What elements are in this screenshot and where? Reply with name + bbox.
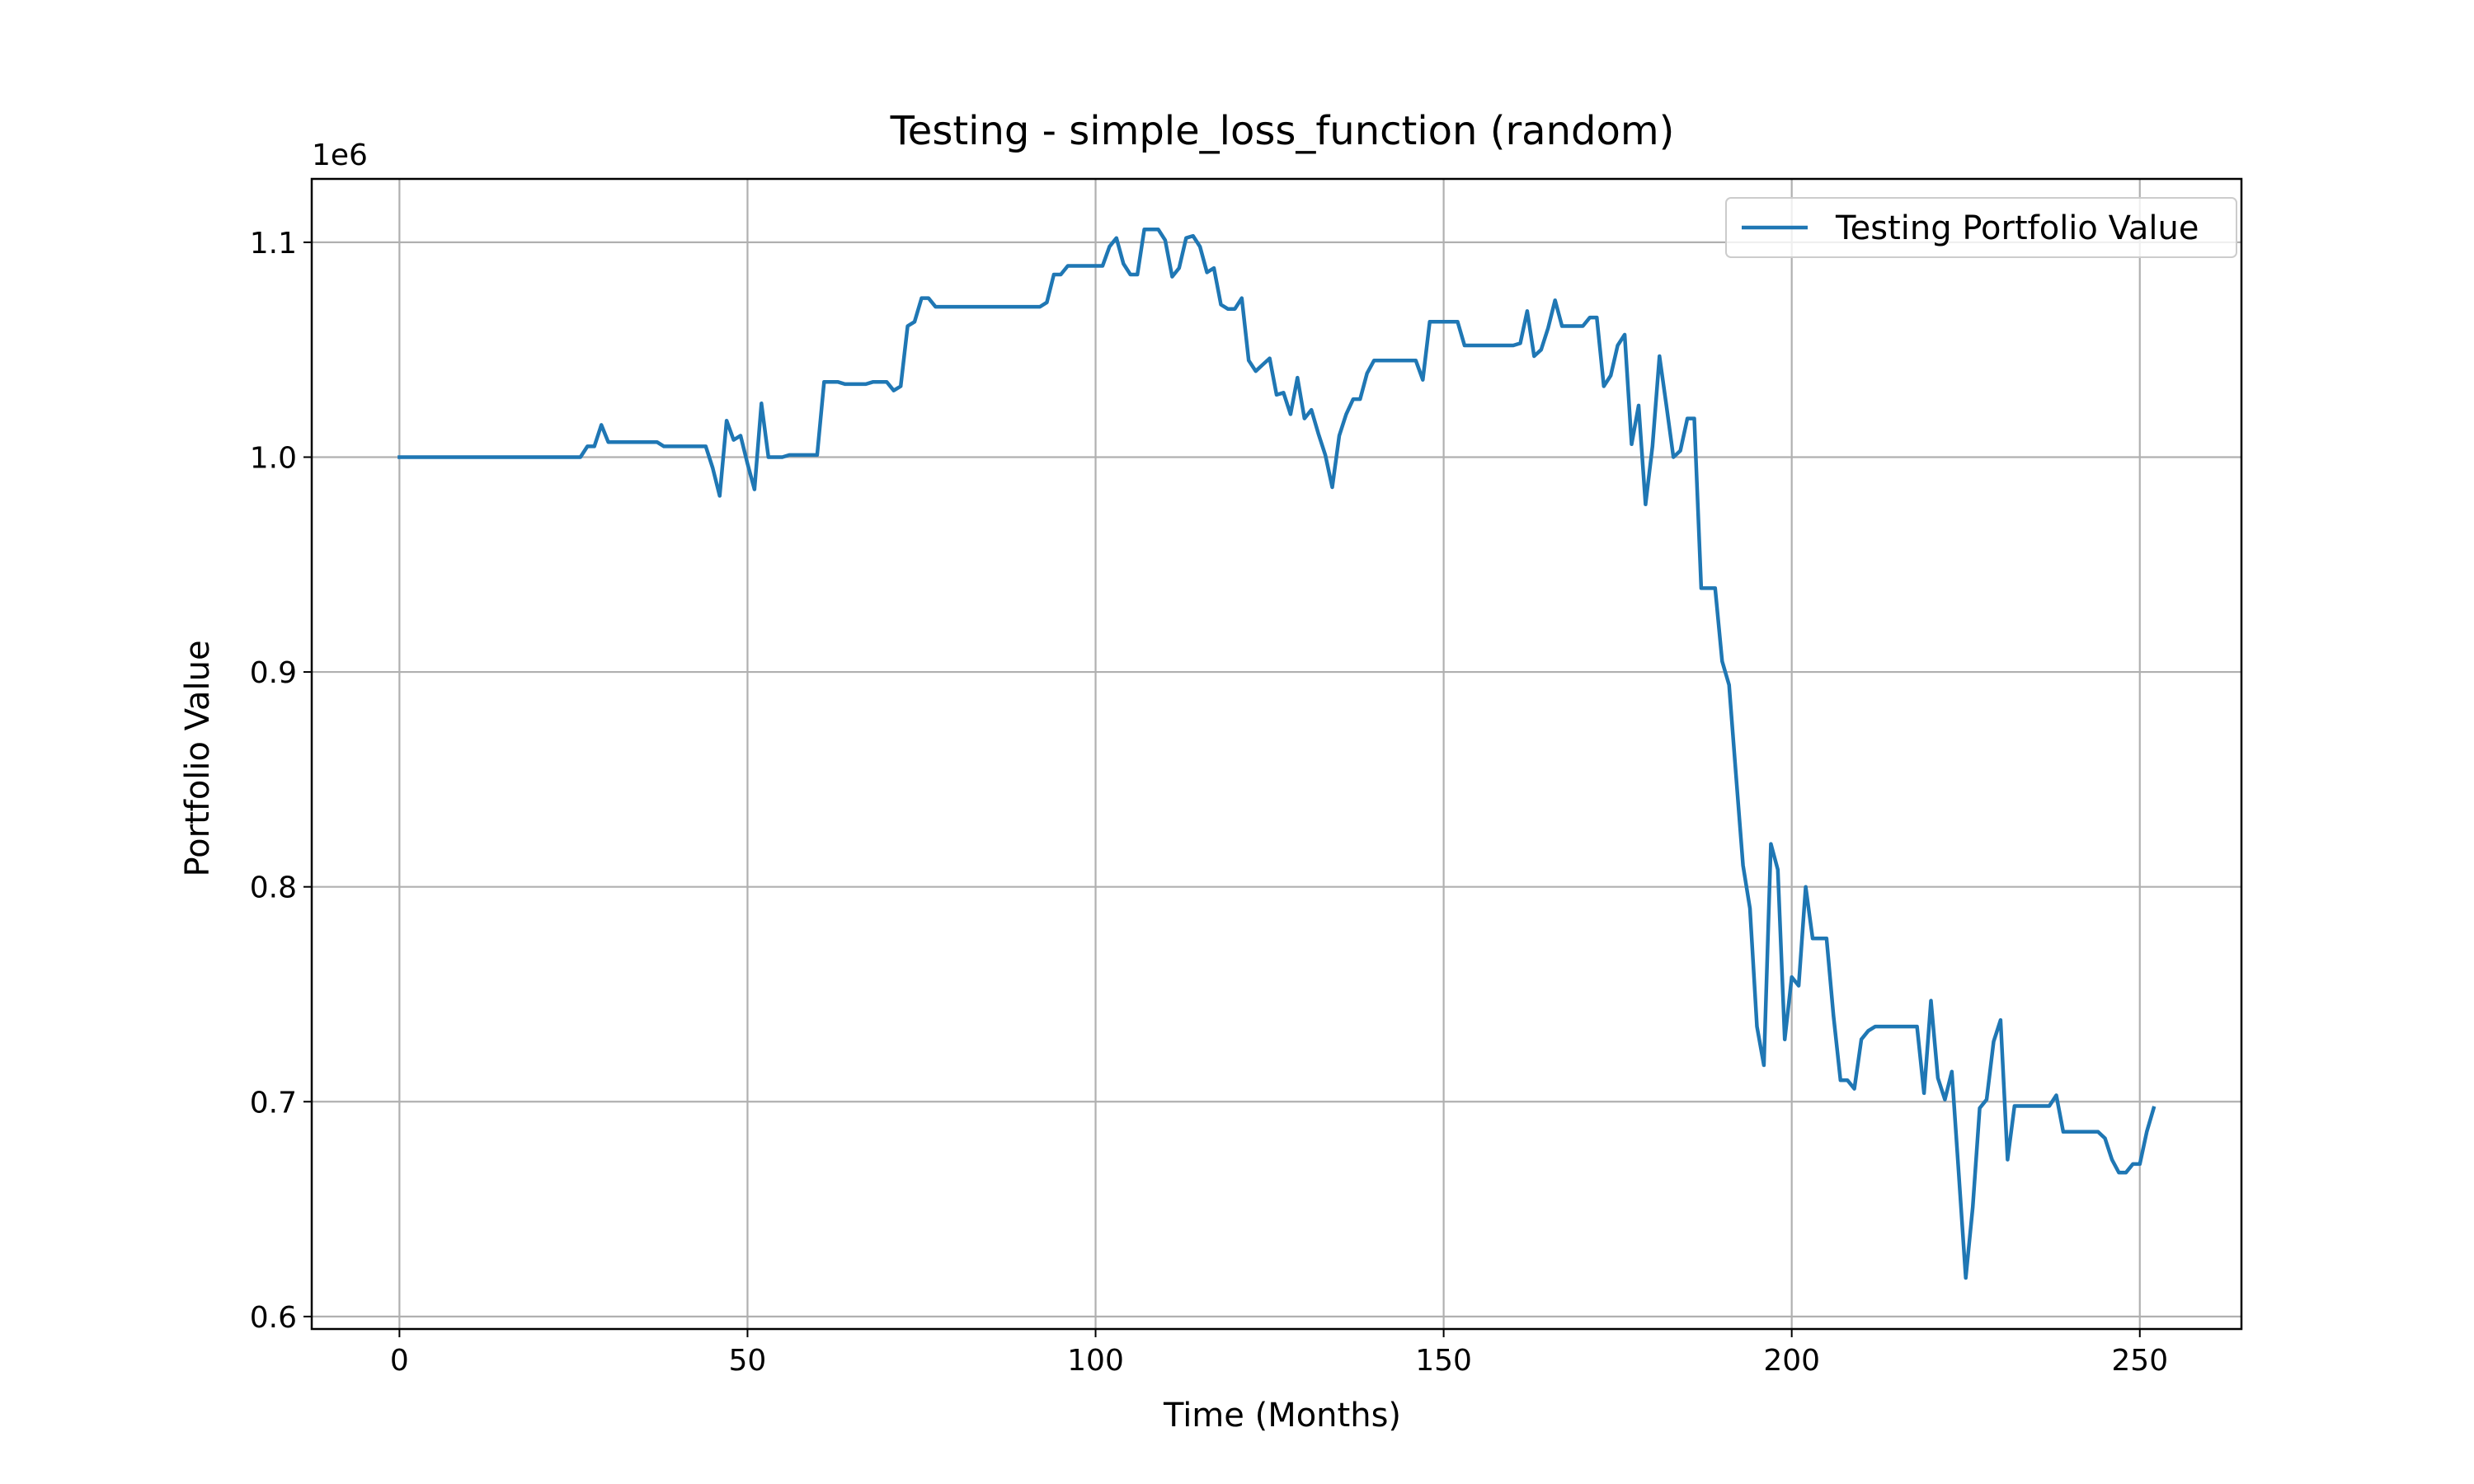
series-layer xyxy=(397,227,2157,1280)
x-axis-label: Time (Months) xyxy=(1163,1397,1401,1435)
x-axis-ticks: 0 50 100 150 200 250 xyxy=(390,1329,2168,1378)
x-tick-label: 0 xyxy=(390,1344,409,1378)
legend: Testing Portfolio Value xyxy=(1725,197,2237,258)
plot-frame xyxy=(310,177,2243,1331)
grid-layer xyxy=(312,179,2241,1329)
legend-box xyxy=(1725,197,2237,258)
x-tick-label: 200 xyxy=(1763,1344,1820,1378)
legend-entry-label: Testing Portfolio Value xyxy=(1835,209,2199,247)
y-scale-offset-label: 1e6 xyxy=(312,139,368,172)
y-tick-label: 0.7 xyxy=(250,1086,297,1120)
chart-title: Testing - simple_loss_function (random) xyxy=(890,108,1675,154)
y-axis-label: Portfolio Value xyxy=(179,640,217,876)
x-tick-label: 100 xyxy=(1067,1344,1124,1378)
x-tick-label: 50 xyxy=(729,1344,767,1378)
y-tick-label: 1.0 xyxy=(250,441,297,475)
y-tick-label: 0.6 xyxy=(250,1301,297,1335)
series-line xyxy=(397,227,2157,1280)
x-tick-label: 250 xyxy=(2111,1344,2168,1378)
x-tick-label: 150 xyxy=(1415,1344,1472,1378)
y-tick-label: 0.8 xyxy=(250,871,297,905)
y-axis-ticks: 0.6 0.7 0.8 0.9 1.0 1.1 xyxy=(250,227,312,1335)
y-tick-label: 1.1 xyxy=(250,227,297,261)
y-tick-label: 0.9 xyxy=(250,656,297,690)
